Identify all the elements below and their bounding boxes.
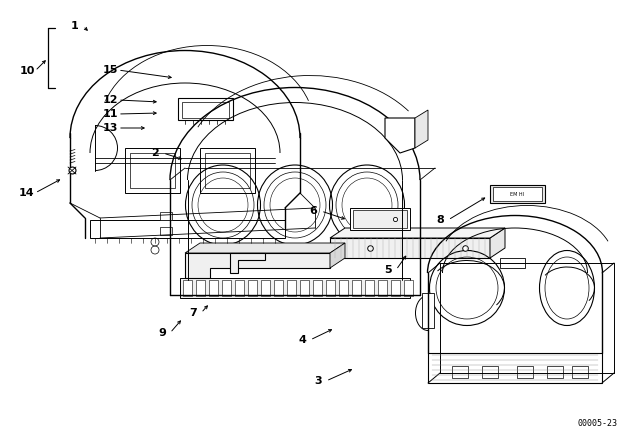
Text: 1: 1	[71, 21, 79, 31]
Polygon shape	[415, 110, 428, 148]
Bar	[404, 280, 413, 296]
Bar	[547, 366, 563, 378]
Bar	[391, 280, 400, 296]
Bar	[353, 210, 407, 228]
Polygon shape	[428, 353, 602, 383]
Bar	[90, 220, 285, 238]
Bar	[235, 280, 244, 296]
Bar	[160, 212, 172, 220]
Bar	[200, 148, 255, 193]
Bar	[183, 280, 192, 296]
Text: 14: 14	[19, 188, 35, 198]
Text: 12: 12	[102, 95, 118, 105]
Bar	[422, 293, 434, 328]
Bar	[287, 280, 296, 296]
Bar	[209, 280, 218, 296]
Text: 2: 2	[151, 148, 159, 158]
Polygon shape	[230, 253, 265, 273]
Bar	[248, 280, 257, 296]
Bar	[378, 280, 387, 296]
Text: EM HI: EM HI	[510, 191, 524, 197]
Text: 00005-23: 00005-23	[578, 418, 618, 427]
Bar	[222, 280, 231, 296]
Bar	[517, 366, 533, 378]
Bar	[196, 280, 205, 296]
Text: 8: 8	[436, 215, 444, 225]
Bar	[490, 185, 545, 203]
Polygon shape	[330, 238, 490, 258]
Text: 7: 7	[189, 308, 197, 318]
Bar	[326, 280, 335, 296]
Bar	[180, 278, 410, 298]
Polygon shape	[185, 253, 330, 278]
Text: 6: 6	[309, 206, 317, 216]
Bar	[274, 280, 283, 296]
Bar	[365, 280, 374, 296]
Text: 3: 3	[314, 376, 322, 386]
Polygon shape	[385, 118, 415, 153]
Text: 9: 9	[158, 328, 166, 338]
Polygon shape	[330, 228, 505, 238]
Bar	[205, 153, 250, 188]
Bar	[125, 148, 180, 193]
Text: 4: 4	[298, 335, 306, 345]
Bar	[493, 187, 542, 201]
Bar	[500, 258, 525, 268]
Bar	[572, 366, 588, 378]
Text: 10: 10	[19, 66, 35, 76]
Bar	[352, 280, 361, 296]
Bar	[160, 227, 172, 235]
Bar	[178, 98, 233, 120]
Bar	[339, 280, 348, 296]
Text: 5: 5	[384, 265, 392, 275]
Text: 13: 13	[102, 123, 118, 133]
Bar	[261, 280, 270, 296]
Bar	[350, 208, 410, 230]
Text: 15: 15	[102, 65, 118, 75]
Bar	[313, 280, 322, 296]
Polygon shape	[490, 228, 505, 258]
Text: 11: 11	[102, 109, 118, 119]
Polygon shape	[330, 243, 345, 268]
Bar	[130, 153, 175, 188]
Bar	[182, 102, 229, 118]
Bar	[300, 280, 309, 296]
Bar	[482, 366, 498, 378]
Polygon shape	[185, 243, 345, 253]
Bar	[452, 366, 468, 378]
